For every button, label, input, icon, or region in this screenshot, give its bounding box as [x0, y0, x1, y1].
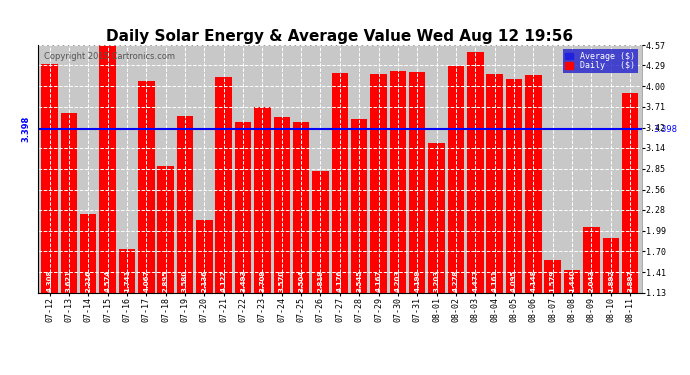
Text: 4.477: 4.477 [472, 269, 478, 292]
Bar [506, 79, 522, 292]
Text: 3.709: 3.709 [259, 270, 266, 292]
Bar [41, 64, 58, 292]
Text: 2.216: 2.216 [86, 270, 91, 292]
Bar [332, 74, 348, 292]
Text: 1.440: 1.440 [569, 269, 575, 292]
Text: 4.122: 4.122 [221, 270, 227, 292]
Bar [313, 171, 328, 292]
Bar [254, 107, 270, 292]
Bar [99, 45, 116, 292]
Bar [119, 249, 135, 292]
Bar [61, 113, 77, 292]
Bar [525, 75, 542, 292]
Text: 3.897: 3.897 [627, 270, 633, 292]
Bar [80, 214, 97, 292]
Text: 4.167: 4.167 [375, 270, 382, 292]
Text: 1.741: 1.741 [124, 269, 130, 292]
Bar [177, 116, 193, 292]
Text: Copyright 2015 Cartronics.com: Copyright 2015 Cartronics.com [44, 53, 175, 62]
Text: 4.148: 4.148 [531, 269, 536, 292]
Text: 2.043: 2.043 [589, 270, 594, 292]
Text: 3.621: 3.621 [66, 270, 72, 292]
Text: 4.203: 4.203 [395, 270, 401, 292]
Bar [273, 117, 290, 292]
Bar [235, 123, 251, 292]
Bar [390, 71, 406, 292]
Bar [467, 52, 484, 292]
Text: 3.570: 3.570 [279, 270, 285, 292]
Text: 4.176: 4.176 [337, 270, 343, 292]
Bar [583, 227, 600, 292]
Bar [564, 270, 580, 292]
Bar [215, 77, 232, 292]
Bar [351, 119, 367, 292]
Bar [138, 81, 155, 292]
Text: 1.892: 1.892 [608, 270, 613, 292]
Bar [196, 220, 213, 292]
Text: 4.278: 4.278 [453, 270, 459, 292]
Bar [409, 72, 426, 292]
Text: 3.398: 3.398 [22, 116, 31, 142]
Text: 3.504: 3.504 [298, 270, 304, 292]
Text: 4.095: 4.095 [511, 270, 517, 292]
Bar [544, 260, 561, 292]
Text: 4.308: 4.308 [46, 269, 52, 292]
Text: 3.545: 3.545 [356, 270, 362, 292]
Text: 4.067: 4.067 [144, 270, 149, 292]
Text: 1.579: 1.579 [550, 270, 555, 292]
Text: 3.580: 3.580 [182, 270, 188, 292]
Bar [428, 143, 445, 292]
Bar [486, 74, 503, 292]
Text: 3.398: 3.398 [653, 125, 678, 134]
Text: 2.819: 2.819 [317, 270, 324, 292]
Bar [371, 74, 387, 292]
Text: 4.161: 4.161 [492, 270, 497, 292]
Text: 3.493: 3.493 [240, 269, 246, 292]
Bar [622, 93, 638, 292]
Text: 4.574: 4.574 [105, 269, 110, 292]
Text: 3.203: 3.203 [433, 270, 440, 292]
Text: 2.136: 2.136 [201, 270, 208, 292]
Text: 4.199: 4.199 [414, 269, 420, 292]
Text: 2.895: 2.895 [163, 270, 168, 292]
Title: Daily Solar Energy & Average Value Wed Aug 12 19:56: Daily Solar Energy & Average Value Wed A… [106, 29, 573, 44]
Bar [293, 122, 309, 292]
Bar [602, 238, 619, 292]
Legend: Average ($), Daily   ($): Average ($), Daily ($) [562, 49, 638, 73]
Bar [157, 165, 174, 292]
Bar [448, 66, 464, 292]
